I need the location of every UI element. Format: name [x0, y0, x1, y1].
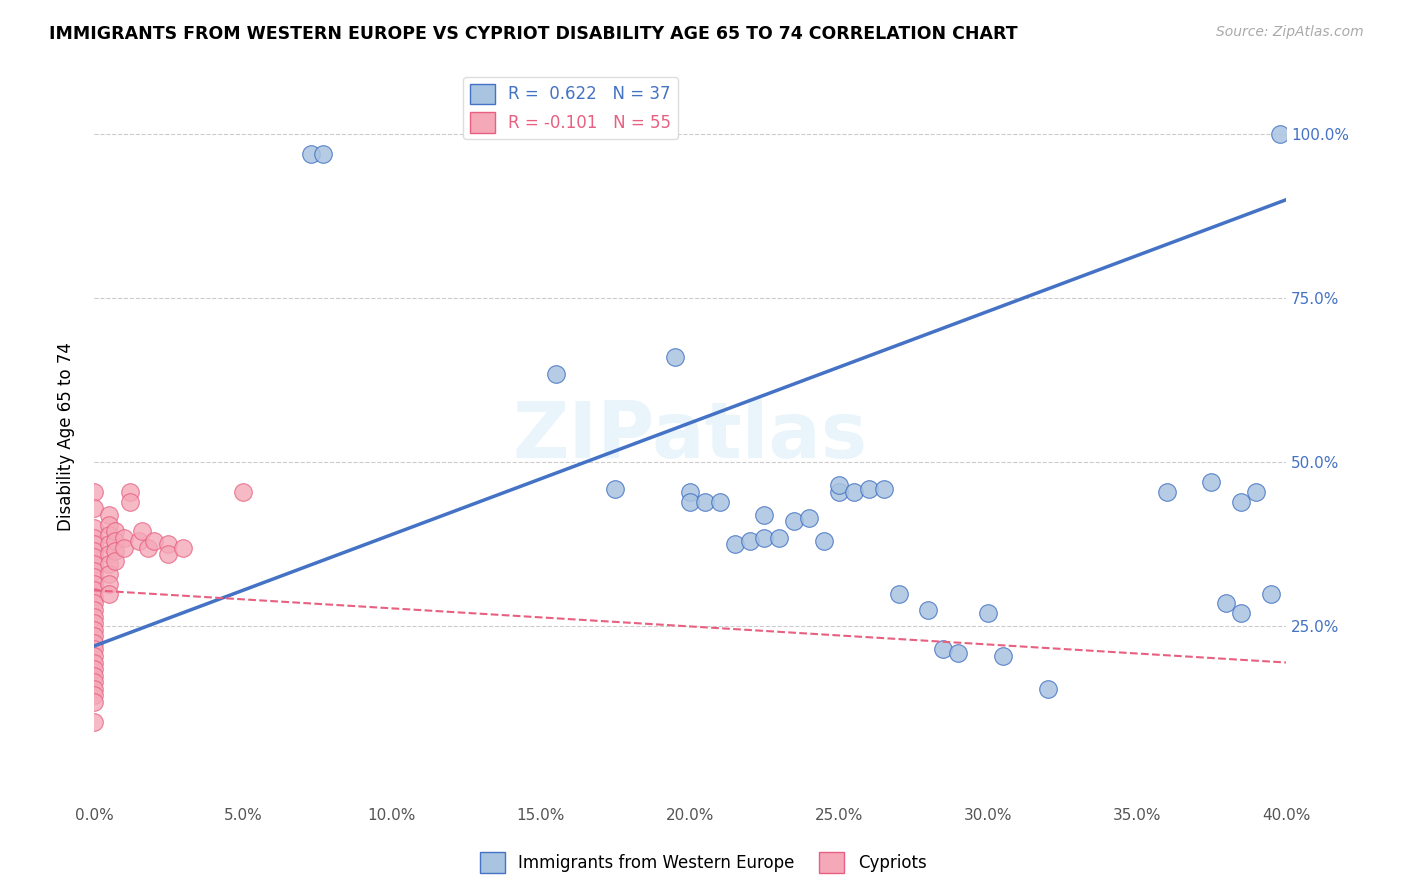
Point [83, 675, 105, 690]
Point [1260, 586, 1282, 600]
Point [83, 521, 105, 535]
Text: ZIPatlas: ZIPatlas [512, 398, 868, 474]
Point [232, 484, 254, 499]
Point [83, 570, 105, 584]
Point [946, 646, 969, 660]
Point [83, 544, 105, 558]
Text: Source: ZipAtlas.com: Source: ZipAtlas.com [1216, 25, 1364, 39]
Point [83, 695, 105, 709]
Point [97, 557, 120, 571]
Point [977, 607, 1000, 621]
Point [754, 531, 776, 545]
Point [83, 583, 105, 598]
Point [83, 656, 105, 670]
Point [301, 146, 323, 161]
Point [724, 537, 747, 551]
Point [1036, 681, 1059, 696]
Point [768, 531, 790, 545]
Point [312, 146, 335, 161]
Point [97, 537, 120, 551]
Point [783, 515, 806, 529]
Point [679, 484, 702, 499]
Point [1201, 475, 1223, 489]
Point [83, 557, 105, 571]
Point [83, 689, 105, 703]
Legend: R =  0.622   N = 37, R = -0.101   N = 55: R = 0.622 N = 37, R = -0.101 N = 55 [464, 77, 678, 139]
Point [887, 586, 910, 600]
Point [932, 642, 955, 657]
Legend: Immigrants from Western Europe, Cypriots: Immigrants from Western Europe, Cypriots [472, 846, 934, 880]
Point [83, 501, 105, 516]
Point [83, 623, 105, 637]
Point [97, 576, 120, 591]
Point [97, 586, 120, 600]
Point [679, 494, 702, 508]
Point [828, 478, 851, 492]
Point [104, 554, 127, 568]
Point [754, 508, 776, 522]
Point [83, 596, 105, 610]
Point [83, 662, 105, 676]
Point [1244, 484, 1267, 499]
Point [97, 566, 120, 581]
Point [157, 547, 180, 561]
Point [693, 494, 716, 508]
Point [136, 541, 159, 555]
Point [112, 541, 135, 555]
Point [83, 609, 105, 624]
Point [112, 531, 135, 545]
Point [142, 534, 165, 549]
Point [97, 547, 120, 561]
Point [83, 564, 105, 578]
Point [738, 534, 761, 549]
Point [1215, 596, 1237, 610]
Point [83, 668, 105, 682]
Point [83, 629, 105, 643]
Point [104, 534, 127, 549]
Point [128, 534, 150, 549]
Point [917, 603, 939, 617]
Point [118, 484, 141, 499]
Point [991, 648, 1014, 663]
Point [1230, 494, 1253, 508]
Point [83, 603, 105, 617]
Point [797, 511, 820, 525]
Y-axis label: Disability Age 65 to 74: Disability Age 65 to 74 [58, 342, 75, 531]
Point [1230, 607, 1253, 621]
Point [83, 642, 105, 657]
Point [83, 531, 105, 545]
Point [1156, 484, 1178, 499]
Point [104, 544, 127, 558]
Text: IMMIGRANTS FROM WESTERN EUROPE VS CYPRIOT DISABILITY AGE 65 TO 74 CORRELATION CH: IMMIGRANTS FROM WESTERN EUROPE VS CYPRIO… [49, 25, 1018, 43]
Point [813, 534, 835, 549]
Point [83, 537, 105, 551]
Point [83, 714, 105, 729]
Point [872, 482, 894, 496]
Point [858, 482, 880, 496]
Point [118, 494, 141, 508]
Point [83, 616, 105, 631]
Point [97, 527, 120, 541]
Point [83, 550, 105, 565]
Point [664, 351, 686, 365]
Point [83, 590, 105, 604]
Point [1268, 127, 1291, 141]
Point [544, 367, 567, 381]
Point [842, 484, 865, 499]
Point [83, 636, 105, 650]
Point [83, 484, 105, 499]
Point [131, 524, 153, 539]
Point [157, 537, 180, 551]
Point [83, 648, 105, 663]
Point [97, 517, 120, 532]
Point [828, 484, 851, 499]
Point [172, 541, 194, 555]
Point [605, 482, 627, 496]
Point [709, 494, 731, 508]
Point [97, 508, 120, 522]
Point [83, 576, 105, 591]
Point [104, 524, 127, 539]
Point [83, 681, 105, 696]
